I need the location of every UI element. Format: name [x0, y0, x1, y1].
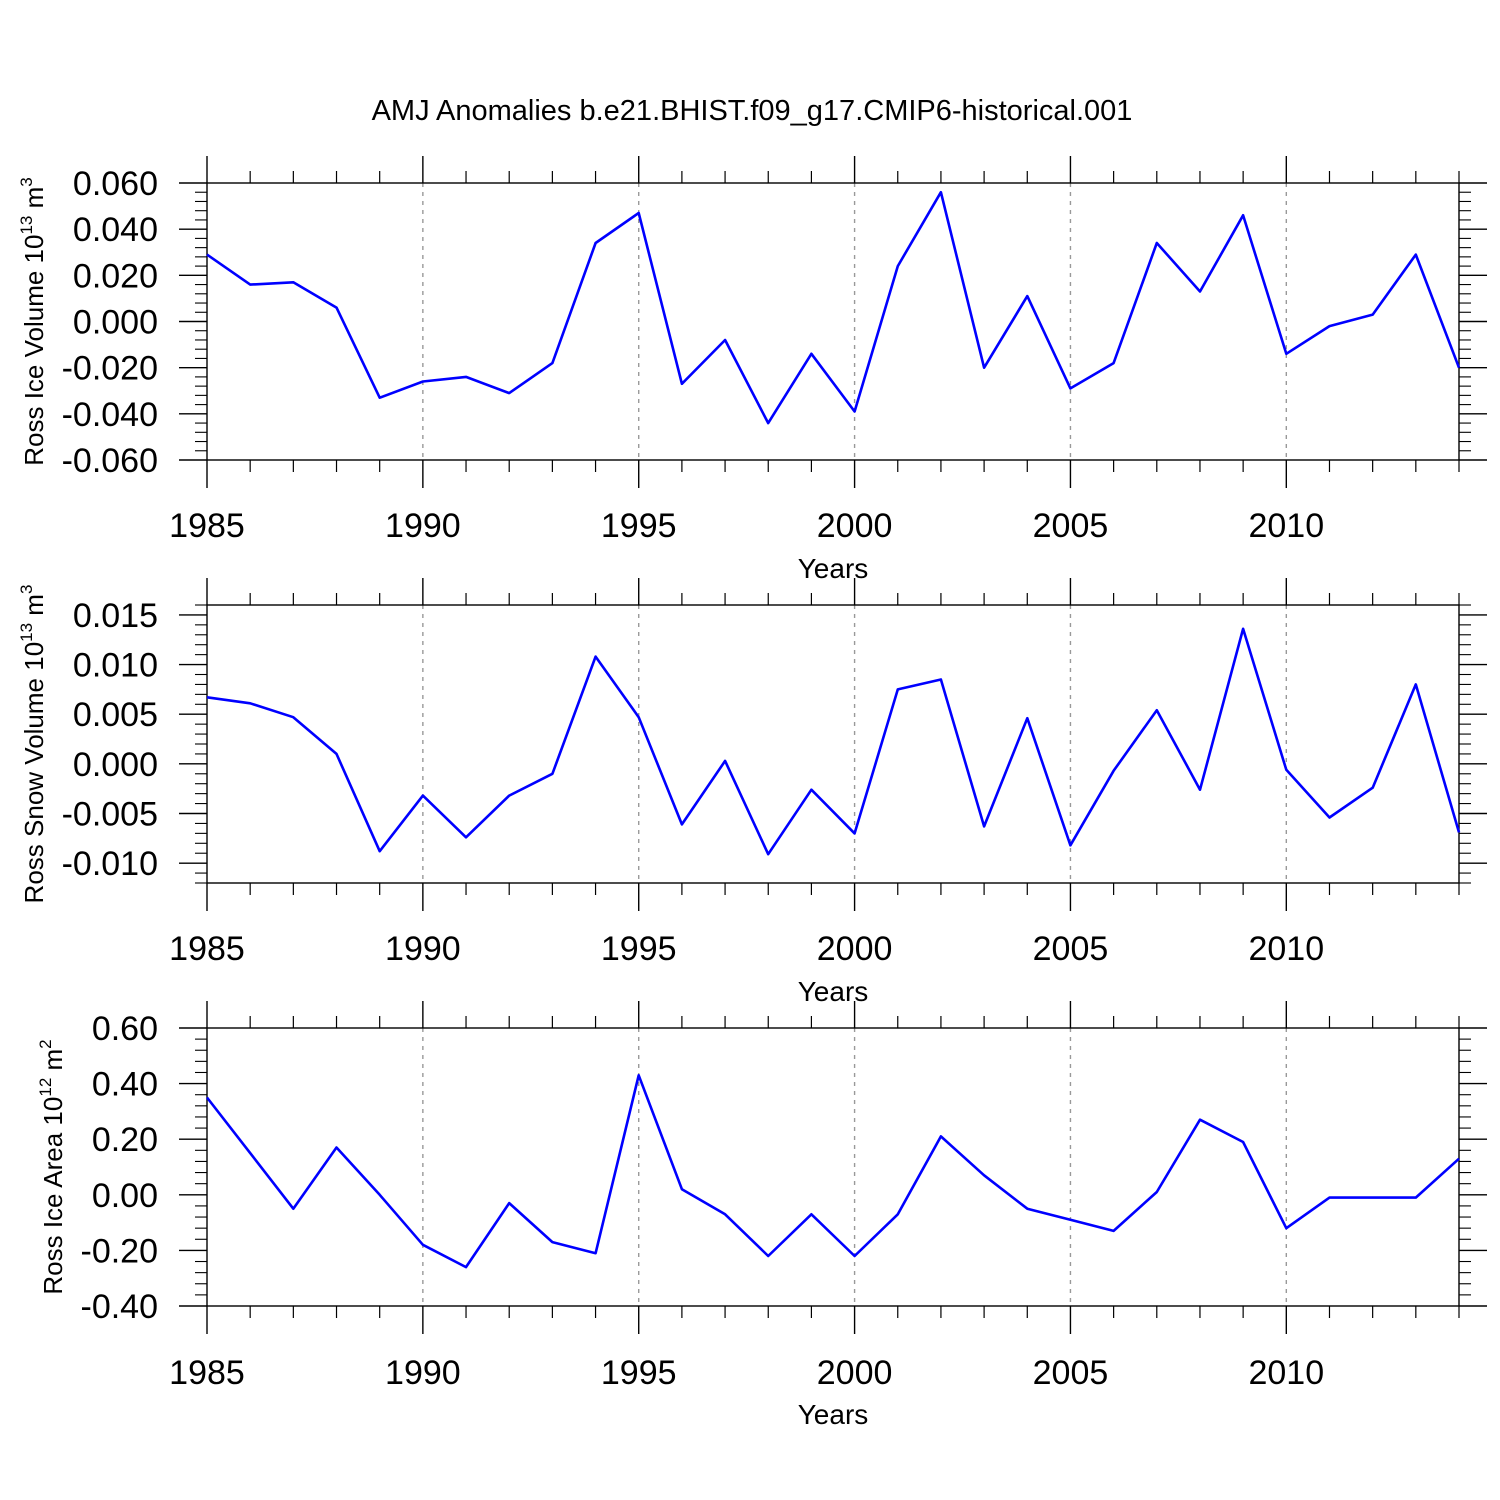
y-tick-label: 0.010	[73, 647, 158, 685]
y-axis-title-text: Ross Snow Volume 10	[19, 642, 49, 904]
x-tick-label: 1985	[169, 507, 245, 545]
y-tick-label: 0.015	[73, 597, 158, 635]
x-tick-label: 1985	[169, 1354, 245, 1392]
x-tick-label: 2005	[1033, 507, 1109, 545]
y-tick-label: 0.60	[92, 1010, 158, 1048]
x-tick-label: 2010	[1248, 507, 1324, 545]
x-tick-label: 2010	[1248, 930, 1324, 968]
y-tick-label: 0.000	[73, 746, 158, 784]
ice-volume-panel: 1985 1990 1995 2000 2005 2010 Years -0.060 -0.04…	[17, 156, 1487, 584]
y-axis-title: Ross Snow Volume 1013 m3	[17, 585, 49, 904]
x-tick-label: 2000	[817, 930, 893, 968]
x-axis-title: Years	[798, 976, 869, 1007]
x-tick-label: 2005	[1033, 1354, 1109, 1392]
plot-frame	[206, 182, 1460, 461]
y-tick-label: -0.005	[62, 796, 158, 834]
y-axis-title-exponent: 13	[17, 216, 36, 235]
y-axis-title-unit: m	[38, 1049, 68, 1078]
x-axis-title: Years	[798, 1399, 869, 1430]
y-tick-label: -0.060	[62, 442, 158, 480]
series-line	[206, 190, 1461, 425]
plot-frame	[206, 604, 1460, 884]
y-axis-title-unit: m	[19, 187, 49, 216]
y-tick-label: 0.060	[73, 165, 158, 203]
snow-volume-panel: 1985 1990 1995 2000 2005 2010 Years -0.010 -0.00…	[17, 578, 1487, 1007]
y-tick-label: -0.020	[62, 350, 158, 388]
y-tick-label: -0.010	[62, 845, 158, 883]
x-tick-label: 1985	[169, 930, 245, 968]
y-tick-label: -0.040	[62, 396, 158, 434]
x-tick-label: 2000	[817, 507, 893, 545]
plot-frame	[206, 1027, 1460, 1307]
y-tick-label: 0.20	[92, 1121, 158, 1159]
x-tick-label: 1990	[385, 507, 461, 545]
y-tick-label: 0.40	[92, 1066, 158, 1104]
y-axis-title-exponent: 13	[17, 623, 36, 642]
y-axis-title-exponent: 12	[36, 1078, 55, 1097]
x-tick-label: 1995	[601, 1354, 677, 1392]
x-tick-label: 2000	[817, 1354, 893, 1392]
y-axis-title-unit-exponent: 2	[36, 1039, 55, 1048]
y-tick-label: 0.000	[73, 304, 158, 342]
x-tick-label: 1990	[385, 930, 461, 968]
x-tick-label: 2005	[1033, 930, 1109, 968]
y-tick-label: 0.040	[73, 211, 158, 249]
x-axis-title: Years	[798, 553, 869, 584]
y-tick-label: 0.00	[92, 1177, 158, 1215]
y-axis-title: Ross Ice Volume 1013 m3	[17, 177, 49, 466]
y-tick-label: -0.40	[81, 1288, 159, 1326]
y-tick-label: 0.005	[73, 696, 158, 734]
y-axis-title-text: Ross Ice Volume 10	[19, 235, 49, 466]
x-tick-label: 2010	[1248, 1354, 1324, 1392]
y-axis-title-unit-exponent: 3	[17, 177, 36, 186]
y-axis-title-text: Ross Ice Area 10	[38, 1097, 68, 1295]
series-line	[206, 627, 1461, 856]
y-axis-title-unit-exponent: 3	[17, 585, 36, 594]
y-axis-title-unit: m	[19, 594, 49, 623]
y-axis-title: Ross Ice Area 1012 m2	[36, 1039, 68, 1294]
x-tick-label: 1995	[601, 507, 677, 545]
y-tick-label: 0.020	[73, 257, 158, 295]
x-tick-label: 1995	[601, 930, 677, 968]
series-line	[205, 1074, 1460, 1269]
figure-title: AMJ Anomalies b.e21.BHIST.f09_g17.CMIP6-…	[372, 95, 1133, 127]
y-tick-label: -0.20	[81, 1232, 159, 1270]
x-tick-label: 1990	[385, 1354, 461, 1392]
ice-area-panel: 1985 1990 1995 2000 2005 2010 Years -0.40 -0.20 0…	[36, 1001, 1487, 1430]
